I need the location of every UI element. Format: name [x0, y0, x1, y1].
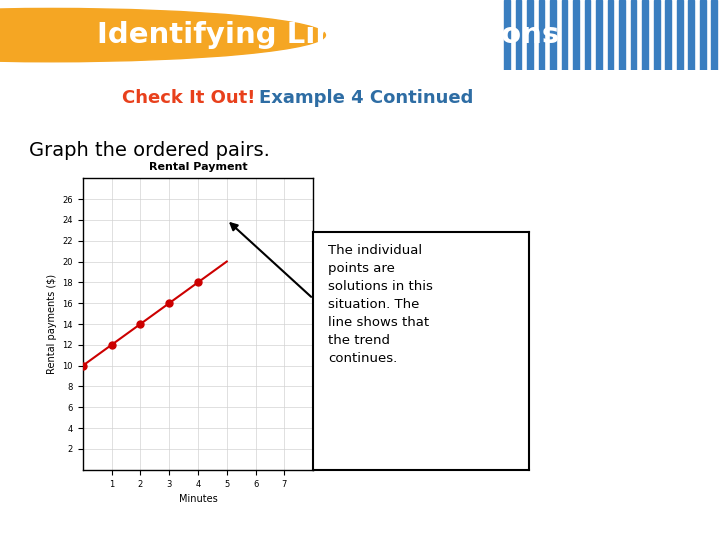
Text: Holt McDougal Algebra 1: Holt McDougal Algebra 1 — [14, 516, 170, 529]
Bar — [642, 0, 648, 70]
Text: Copyright © by Holt Mc Dougal. All Rights Reserved.: Copyright © by Holt Mc Dougal. All Right… — [449, 517, 706, 528]
Title: Rental Payment: Rental Payment — [149, 162, 247, 172]
Text: Graph the ordered pairs.: Graph the ordered pairs. — [29, 141, 270, 160]
Bar — [596, 0, 602, 70]
Bar — [711, 0, 717, 70]
Bar — [700, 0, 706, 70]
Point — [77, 361, 89, 370]
Point — [163, 299, 175, 307]
Bar — [688, 0, 694, 70]
Bar — [619, 0, 625, 70]
Circle shape — [0, 9, 325, 62]
Bar — [585, 0, 590, 70]
Point — [106, 341, 117, 349]
Text: Example 4 Continued: Example 4 Continued — [259, 90, 474, 107]
Bar — [516, 0, 521, 70]
Bar — [573, 0, 579, 70]
Bar — [677, 0, 683, 70]
Bar — [562, 0, 567, 70]
Bar — [608, 0, 613, 70]
Text: Identifying Linear Functions: Identifying Linear Functions — [97, 21, 559, 49]
Bar — [504, 0, 510, 70]
Y-axis label: Rental payments ($): Rental payments ($) — [47, 274, 57, 374]
Bar — [527, 0, 533, 70]
Bar — [665, 0, 671, 70]
Text: Check It Out!: Check It Out! — [122, 90, 256, 107]
Bar — [539, 0, 544, 70]
Bar — [550, 0, 556, 70]
Bar — [654, 0, 660, 70]
Point — [192, 278, 204, 287]
X-axis label: Minutes: Minutes — [179, 494, 217, 504]
Point — [135, 320, 146, 328]
Bar — [631, 0, 636, 70]
Text: The individual
points are
solutions in this
situation. The
line shows that
the t: The individual points are solutions in t… — [328, 244, 433, 365]
